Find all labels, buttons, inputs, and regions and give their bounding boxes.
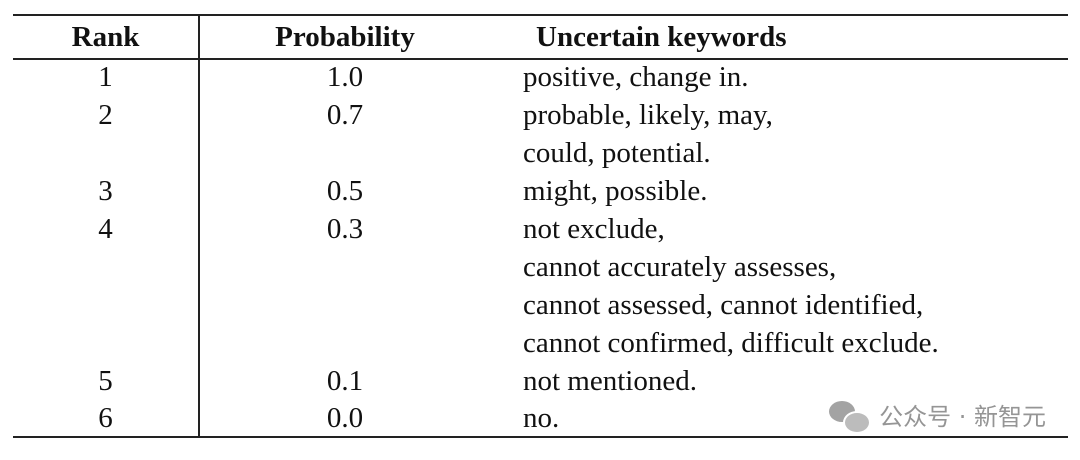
row-1-probability: 1.0: [326, 61, 364, 93]
watermark: 公众号 · 新智元: [829, 397, 1046, 434]
row-1-rank: 1: [98, 61, 113, 93]
row-4-rank: 4: [98, 213, 113, 245]
keyword-probability-table: Rank Probability Uncertain keywords 1 1.…: [13, 14, 1068, 438]
row-3-rank: 3: [98, 175, 113, 207]
row-2-probability: 0.7: [326, 99, 364, 131]
row-4-keywords-line-2: cannot accurately assesses,: [523, 251, 837, 283]
row-2-keywords-line-2: could, potential.: [523, 137, 711, 169]
table-column-divider: [198, 14, 200, 438]
wechat-icon: [829, 399, 872, 434]
row-6-keywords: no.: [523, 402, 560, 434]
row-2-rank: 2: [98, 99, 113, 131]
row-4-probability: 0.3: [326, 213, 364, 245]
table-header-rule: [13, 58, 1068, 60]
row-6-probability: 0.0: [326, 402, 364, 434]
row-5-probability: 0.1: [326, 365, 364, 397]
row-3-keywords: might, possible.: [523, 175, 708, 207]
row-3-probability: 0.5: [326, 175, 364, 207]
table-bottom-rule: [13, 436, 1068, 438]
table-top-rule: [13, 14, 1068, 16]
row-4-keywords-line-4: cannot confirmed, difficult exclude.: [523, 327, 939, 359]
row-5-rank: 5: [98, 365, 113, 397]
header-keywords: Uncertain keywords: [536, 21, 787, 53]
watermark-text: 公众号 · 新智元: [879, 403, 1046, 431]
row-4-keywords-line-1: not exclude,: [523, 213, 665, 245]
header-probability: Probability: [275, 21, 415, 53]
row-4-keywords-line-3: cannot assessed, cannot identified,: [523, 289, 924, 321]
row-5-keywords: not mentioned.: [523, 365, 697, 397]
row-1-keywords: positive, change in.: [523, 61, 749, 93]
row-2-keywords-line-1: probable, likely, may,: [523, 99, 773, 131]
header-rank: Rank: [71, 21, 140, 53]
row-6-rank: 6: [98, 402, 113, 434]
